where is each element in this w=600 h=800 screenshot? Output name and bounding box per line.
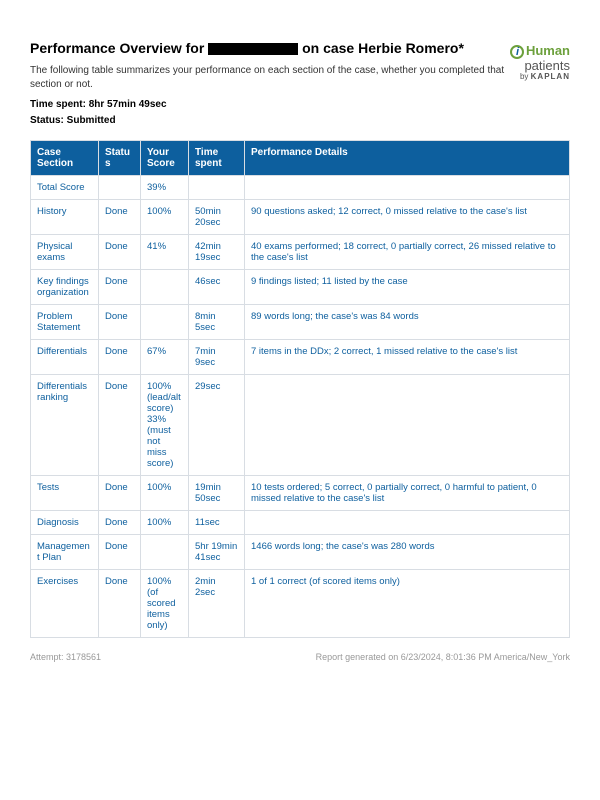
intro-text: The following table summarizes your perf…	[30, 64, 510, 92]
cell-details	[245, 375, 570, 476]
cell-status: Done	[99, 340, 141, 375]
table-row: Differentials rankingDone100% (lead/alt …	[31, 375, 570, 476]
cell-details: 89 words long; the case's was 84 words	[245, 305, 570, 340]
cell-time	[189, 176, 245, 200]
cell-score: 100%	[141, 200, 189, 235]
cell-section: Exercises	[31, 570, 99, 638]
cell-score: 41%	[141, 235, 189, 270]
table-row: HistoryDone100%50min 20sec90 questions a…	[31, 200, 570, 235]
cell-time: 5hr 19min 41sec	[189, 535, 245, 570]
table-row: DifferentialsDone67%7min 9sec7 items in …	[31, 340, 570, 375]
cell-status: Done	[99, 570, 141, 638]
brand-logo: Human patients by KAPLAN	[510, 40, 570, 82]
cell-section: Differentials	[31, 340, 99, 375]
cell-time: 19min 50sec	[189, 476, 245, 511]
cell-time: 50min 20sec	[189, 200, 245, 235]
cell-score	[141, 535, 189, 570]
cell-status: Done	[99, 305, 141, 340]
table-row: Total Score 39%	[31, 176, 570, 200]
cell-score	[141, 305, 189, 340]
cell-time: 11sec	[189, 511, 245, 535]
logo-patients: patients	[510, 59, 570, 73]
cell-section: Key findings organization	[31, 270, 99, 305]
table-row: Key findings organizationDone 46sec9 find…	[31, 270, 570, 305]
cell-time: 7min 9sec	[189, 340, 245, 375]
table-row: Problem StatementDone 8min 5sec89 words l…	[31, 305, 570, 340]
table-row: Physical examsDone41%42min 19sec40 exams…	[31, 235, 570, 270]
cell-status: Done	[99, 511, 141, 535]
time-spent: Time spent: 8hr 57min 49sec	[30, 98, 510, 112]
cell-status: Done	[99, 200, 141, 235]
logo-byline: by KAPLAN	[510, 73, 570, 82]
cell-details	[245, 176, 570, 200]
redacted-name	[208, 43, 298, 55]
col-case-section: Case Section	[31, 141, 99, 176]
cell-details: 9 findings listed; 11 listed by the case	[245, 270, 570, 305]
cell-details: 1466 words long; the case's was 280 word…	[245, 535, 570, 570]
cell-details: 1 of 1 correct (of scored items only)	[245, 570, 570, 638]
cell-status	[99, 176, 141, 200]
title-prefix: Performance Overview for	[30, 40, 208, 56]
page-title: Performance Overview for on case Herbie …	[30, 40, 510, 56]
cell-score	[141, 270, 189, 305]
performance-table: Case Section Status Your Score Time spen…	[30, 140, 570, 638]
col-perf-details: Performance Details	[245, 141, 570, 176]
cell-details: 10 tests ordered; 5 correct, 0 partially…	[245, 476, 570, 511]
cell-status: Done	[99, 270, 141, 305]
status: Status: Submitted	[30, 114, 510, 128]
cell-details: 90 questions asked; 12 correct, 0 missed…	[245, 200, 570, 235]
cell-score: 100%	[141, 476, 189, 511]
cell-status: Done	[99, 375, 141, 476]
col-time-spent: Time spent	[189, 141, 245, 176]
generated-timestamp: Report generated on 6/23/2024, 8:01:36 P…	[316, 652, 570, 662]
report-footer: Attempt: 3178561 Report generated on 6/2…	[30, 652, 570, 662]
table-header-row: Case Section Status Your Score Time spen…	[31, 141, 570, 176]
table-row: ExercisesDone100% (of scored items only)…	[31, 570, 570, 638]
cell-details	[245, 511, 570, 535]
cell-time: 29sec	[189, 375, 245, 476]
cell-score: 39%	[141, 176, 189, 200]
cell-section: Total Score	[31, 176, 99, 200]
cell-time: 2min 2sec	[189, 570, 245, 638]
col-status: Status	[99, 141, 141, 176]
cell-section: Problem Statement	[31, 305, 99, 340]
table-row: TestsDone100%19min 50sec10 tests ordered…	[31, 476, 570, 511]
cell-time: 46sec	[189, 270, 245, 305]
cell-details: 7 items in the DDx; 2 correct, 1 missed …	[245, 340, 570, 375]
cell-section: Tests	[31, 476, 99, 511]
cell-score: 67%	[141, 340, 189, 375]
cell-details: 40 exams performed; 18 correct, 0 partia…	[245, 235, 570, 270]
cell-section: Differentials ranking	[31, 375, 99, 476]
attempt-id: Attempt: 3178561	[30, 652, 101, 662]
cell-section: Management Plan	[31, 535, 99, 570]
cell-section: Diagnosis	[31, 511, 99, 535]
col-your-score: Your Score	[141, 141, 189, 176]
cell-score: 100%	[141, 511, 189, 535]
cell-status: Done	[99, 476, 141, 511]
cell-status: Done	[99, 235, 141, 270]
cell-score: 100% (of scored items only)	[141, 570, 189, 638]
table-row: DiagnosisDone100%11sec	[31, 511, 570, 535]
cell-section: History	[31, 200, 99, 235]
title-suffix: on case Herbie Romero*	[302, 40, 464, 56]
cell-time: 8min 5sec	[189, 305, 245, 340]
cell-status: Done	[99, 535, 141, 570]
cell-time: 42min 19sec	[189, 235, 245, 270]
cell-section: Physical exams	[31, 235, 99, 270]
cell-score: 100% (lead/alt score) 33% (must not miss…	[141, 375, 189, 476]
table-row: Management PlanDone 5hr 19min 41sec1466 w…	[31, 535, 570, 570]
ihuman-icon	[510, 45, 524, 59]
